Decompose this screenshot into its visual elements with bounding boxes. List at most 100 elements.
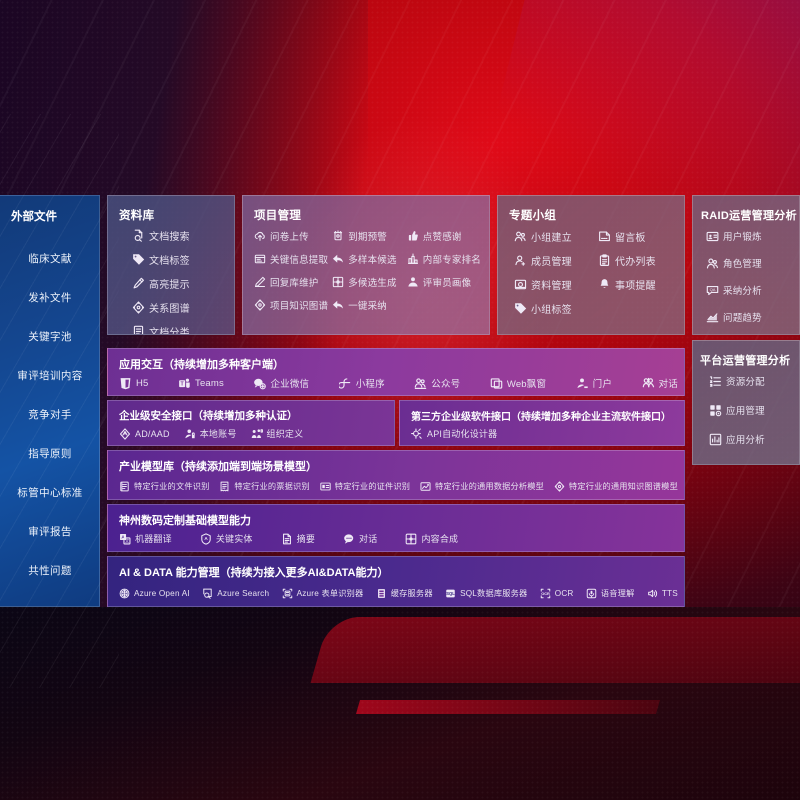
- library-item[interactable]: 关系图谱: [132, 300, 226, 315]
- interaction-item-label: H5: [136, 377, 149, 389]
- library-item[interactable]: 高亮提示: [132, 276, 226, 291]
- team-item[interactable]: 留言板: [598, 229, 676, 244]
- base-model-item-label: 内容合成: [421, 534, 459, 544]
- model-item[interactable]: 特定行业的证件识别: [320, 480, 411, 492]
- ai-data-item[interactable]: TTS: [647, 588, 678, 599]
- group-add-icon: [514, 230, 527, 243]
- interaction-item-label: Web飘窗: [506, 379, 547, 390]
- interaction-item[interactable]: 企业微信: [253, 376, 309, 390]
- platform-item[interactable]: 资源分配: [709, 374, 791, 388]
- ai-data-item-label: SQL数据库服务器: [460, 589, 528, 598]
- sidebar-item-guidelines[interactable]: 指导原则: [0, 434, 100, 473]
- library-item[interactable]: 文档分类: [132, 324, 226, 334]
- team-item[interactable]: 成员管理: [514, 253, 592, 268]
- project-item[interactable]: 关键信息提取: [254, 252, 328, 266]
- sidebar-item-common-issues[interactable]: 共性问题: [0, 551, 100, 590]
- sidebar-item-review-report[interactable]: 审评报告: [0, 512, 100, 551]
- interaction-item[interactable]: T Teams: [178, 377, 224, 390]
- raid-item[interactable]: 用户锻炼: [706, 229, 791, 243]
- team-item[interactable]: 事项提醒: [598, 277, 676, 292]
- raid-item-grid: 用户锻炼角色管理 QA 采纳分析 问题趋势: [706, 229, 791, 324]
- interaction-item[interactable]: 对话: [642, 376, 678, 390]
- model-item[interactable]: 特定行业的通用知识图谱模型: [554, 480, 678, 492]
- ai-data-item[interactable]: SQL SQL数据库服务器: [445, 587, 527, 599]
- project-item[interactable]: 点赞感谢: [407, 229, 481, 243]
- model-item[interactable]: 特定行业的通用数据分析模型: [420, 480, 544, 492]
- base-model-item[interactable]: 对话: [343, 532, 377, 545]
- project-item[interactable]: 内部专家排名: [407, 252, 481, 266]
- base-model-item[interactable]: 内容合成: [405, 532, 458, 545]
- raid-item[interactable]: 问题趋势: [706, 310, 791, 324]
- base-model-item[interactable]: 摘要: [281, 532, 315, 545]
- ai-data-item[interactable]: Azure Open AI: [119, 588, 190, 599]
- sidebar-item-clinical-literature[interactable]: 临床文献: [0, 239, 100, 278]
- security-item[interactable]: 本地账号: [184, 427, 237, 440]
- base-model-item[interactable]: A 关键实体: [200, 532, 253, 545]
- library-item[interactable]: 文档搜索: [132, 228, 226, 243]
- raid-item[interactable]: QA 采纳分析: [706, 283, 791, 297]
- ai-data-item[interactable]: 缓存服务器: [376, 587, 433, 599]
- interaction-item-label: 门户: [592, 379, 613, 390]
- model-item[interactable]: 特定行业的票据识别: [219, 480, 310, 492]
- generate-grid-icon: [332, 276, 344, 288]
- ai-data-item[interactable]: Azure Search: [202, 588, 269, 599]
- form-recognizer-icon: [282, 588, 293, 599]
- model-item[interactable]: 特定行业的文件识别: [119, 480, 210, 492]
- platform-item[interactable]: 应用管理: [709, 403, 791, 417]
- raid-item[interactable]: 角色管理: [706, 256, 791, 270]
- raid-item-label: 角色管理: [723, 259, 762, 270]
- sidebar-item-competitors[interactable]: 竞争对手: [0, 395, 100, 434]
- thirdparty-item[interactable]: API自动化设计器: [411, 427, 497, 440]
- row-enterprise-security: 企业级安全接口（持续增加多种认证） AD/AAD 本地账号 组织定义: [107, 400, 395, 446]
- interaction-item[interactable]: 小程序: [338, 376, 385, 390]
- team-item[interactable]: 资料管理: [514, 277, 592, 292]
- row-base-title: 神州数码定制基础模型能力: [119, 515, 251, 527]
- qa-chat-icon: QA: [706, 284, 719, 297]
- content-compose-icon: [405, 533, 417, 545]
- project-item[interactable]: 到期预警: [332, 229, 403, 243]
- base-model-item-label: 对话: [359, 534, 378, 544]
- knowledge-graph-icon: [132, 301, 145, 314]
- project-item[interactable]: 回复库维护: [254, 275, 328, 289]
- sidebar-item-standards-center[interactable]: 标管中心标准: [0, 473, 100, 512]
- library-item-label: 文档搜索: [149, 232, 190, 243]
- interaction-item[interactable]: 门户: [576, 376, 612, 390]
- tag-icon: [132, 253, 145, 266]
- dialog-users-icon: [642, 377, 655, 390]
- project-item[interactable]: 多候选生成: [332, 275, 403, 289]
- panel-library: 资料库 文档搜索 文档标签 高亮提示 关系图谱 文档分类: [107, 195, 235, 335]
- wecom-icon: [253, 377, 267, 390]
- security-item[interactable]: 组织定义: [251, 427, 304, 440]
- library-item[interactable]: 文档标签: [132, 252, 226, 267]
- ai-data-item[interactable]: Azure 表单识别器: [282, 587, 364, 599]
- project-item[interactable]: 评审员画像: [407, 275, 481, 289]
- sidebar-item-supplementary-docs[interactable]: 发补文件: [0, 278, 100, 317]
- team-item[interactable]: 小组建立: [514, 229, 592, 244]
- ai-data-item[interactable]: 语音理解: [586, 587, 635, 599]
- web-popup-icon: [490, 377, 503, 390]
- project-item[interactable]: 项目知识图谱: [254, 298, 328, 312]
- project-item[interactable]: 一键采纳: [332, 298, 403, 312]
- ai-data-item[interactable]: OCR OCR: [540, 588, 574, 599]
- project-item[interactable]: 多样本候选: [332, 252, 403, 266]
- cloud-upload-icon: [254, 230, 266, 242]
- list-ordered-icon: [709, 375, 722, 388]
- sidebar-item-keyword-pool[interactable]: 关键字池: [0, 317, 100, 356]
- base-model-item[interactable]: A 文机器翻译: [119, 532, 172, 545]
- team-item[interactable]: 小组标签: [514, 301, 592, 316]
- local-account-icon: [184, 428, 196, 440]
- member-manage-icon: [514, 254, 527, 267]
- interaction-item[interactable]: H5: [119, 377, 149, 390]
- interaction-item[interactable]: 公众号: [414, 376, 460, 390]
- interaction-item-label: 公众号: [431, 379, 461, 390]
- project-item[interactable]: 问卷上传: [254, 229, 328, 243]
- team-item-label: 成员管理: [531, 257, 572, 268]
- team-item[interactable]: 代办列表: [598, 253, 676, 268]
- row-model-title: 产业模型库（持续添加端到端场景模型）: [119, 461, 317, 473]
- model-item-label: 特定行业的票据识别: [234, 482, 310, 491]
- interaction-item[interactable]: Web飘窗: [490, 376, 546, 390]
- platform-item[interactable]: 应用分析: [709, 432, 791, 446]
- sidebar-item-review-training[interactable]: 审评培训内容: [0, 356, 100, 395]
- security-item[interactable]: AD/AAD: [119, 427, 170, 440]
- security-item-label: 本地账号: [199, 429, 237, 439]
